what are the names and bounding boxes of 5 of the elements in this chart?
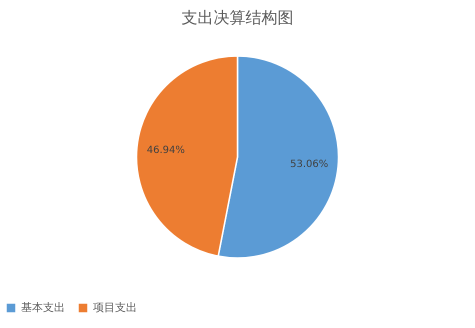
legend-label: 项目支出 bbox=[93, 301, 137, 314]
legend-label: 基本支出 bbox=[21, 301, 65, 314]
data-label: 53.06% bbox=[290, 158, 328, 170]
chart-title: 支出决算结构图 bbox=[182, 8, 294, 27]
data-label: 46.94% bbox=[146, 145, 185, 156]
